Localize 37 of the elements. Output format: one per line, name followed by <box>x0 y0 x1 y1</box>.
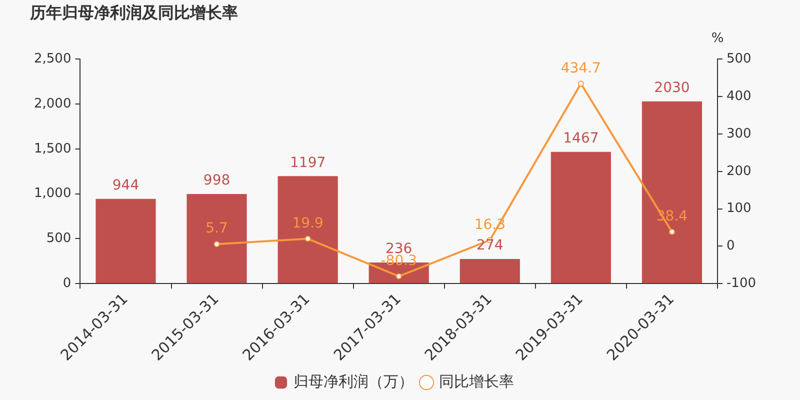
y2-tick-label: 300 <box>726 126 752 142</box>
y2-tick-label: 500 <box>726 52 752 67</box>
point <box>396 273 402 280</box>
y-tick-label: 2,000 <box>34 96 72 112</box>
legend-label: 归母净利润（万） <box>294 372 414 390</box>
data-label: 2030 <box>654 80 690 96</box>
bar <box>278 176 338 284</box>
bar <box>642 101 702 284</box>
data-label: 998 <box>203 172 230 189</box>
y2-tick-label: -100 <box>726 276 756 292</box>
y2-tick-label: 100 <box>726 201 752 216</box>
point <box>578 80 584 87</box>
chart-title: 历年归母净利润及同比增长率 <box>29 2 238 22</box>
data-label: 5.7 <box>206 220 228 237</box>
bar <box>550 152 611 284</box>
y2-tick-label: 0 <box>726 238 735 254</box>
y2-tick-label: 400 <box>726 88 752 104</box>
data-label: 944 <box>112 178 140 194</box>
y2-axis-title: % <box>711 31 724 46</box>
data-label: 274 <box>476 238 504 254</box>
point <box>668 228 675 235</box>
data-label: 434.7 <box>560 60 601 76</box>
data-label: 1197 <box>290 154 326 171</box>
data-label: 19.9 <box>292 215 324 232</box>
y-tick-label: 2,500 <box>34 52 72 67</box>
point <box>304 236 311 242</box>
point <box>214 241 220 248</box>
bar <box>186 194 247 284</box>
y-tick-label: 0 <box>62 276 72 292</box>
y-tick-label: 500 <box>46 231 72 246</box>
y-tick-label: 1,500 <box>34 141 72 156</box>
bar <box>460 259 520 284</box>
bar <box>96 198 156 284</box>
data-label: 1467 <box>563 130 599 147</box>
legend-label: 同比增长率 <box>439 372 514 390</box>
y2-tick-label: 200 <box>726 164 752 179</box>
y-tick-label: 1,000 <box>34 186 72 202</box>
